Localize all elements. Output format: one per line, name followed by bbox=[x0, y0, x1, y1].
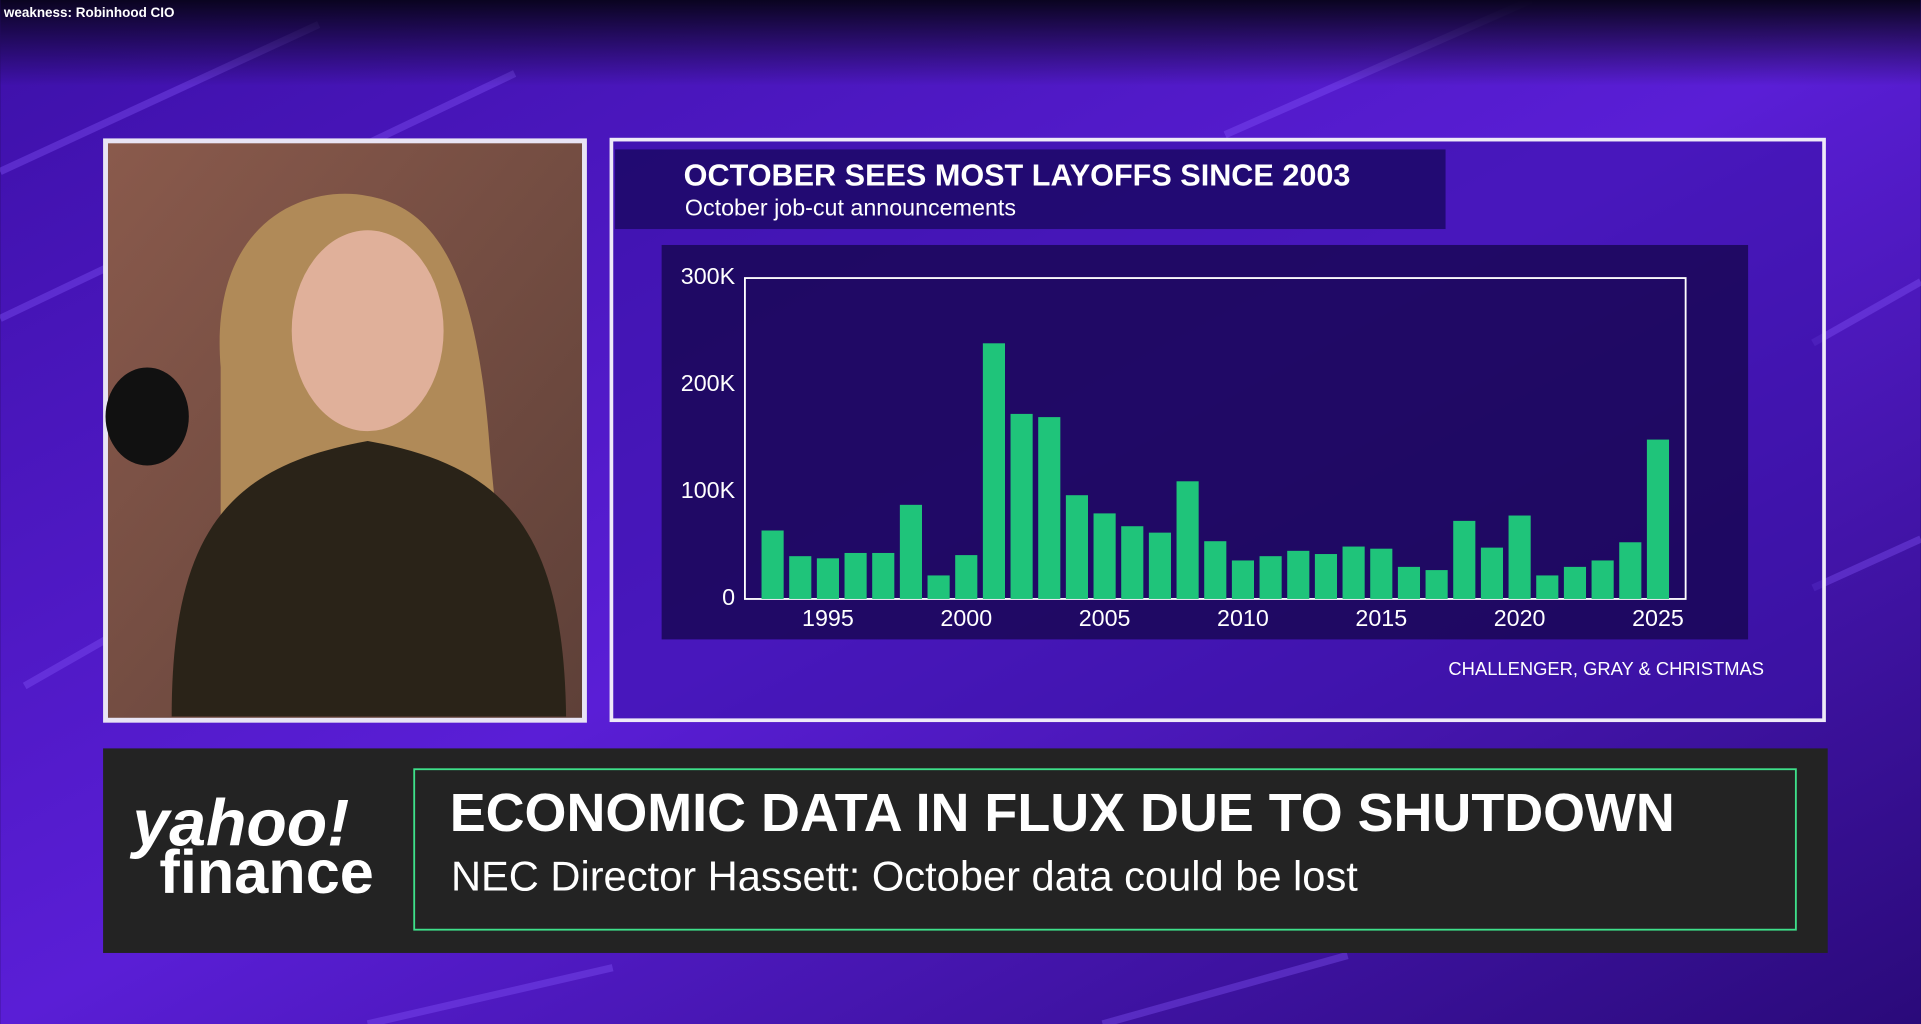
bar bbox=[1370, 548, 1393, 599]
bar bbox=[1480, 547, 1504, 599]
subheadline: NEC Director Hassett: October data could… bbox=[451, 852, 1358, 899]
bar bbox=[1176, 481, 1199, 599]
x-tick-label: 2020 bbox=[1494, 605, 1546, 631]
bar bbox=[1453, 520, 1476, 599]
title-box bbox=[615, 149, 1446, 230]
y-tick-label: 300K bbox=[681, 263, 736, 289]
bar bbox=[761, 530, 784, 599]
bar bbox=[982, 343, 1005, 599]
headline-box bbox=[413, 768, 1797, 931]
bar bbox=[844, 552, 867, 599]
chart-subtitle: October job-cut announcements bbox=[685, 195, 1016, 221]
x-tick-label: 2010 bbox=[1217, 605, 1269, 631]
bar bbox=[1536, 575, 1559, 599]
bar bbox=[1646, 439, 1670, 599]
headline: ECONOMIC DATA IN FLUX DUE TO SHUTDOWN bbox=[450, 783, 1675, 843]
chart-source: CHALLENGER, GRAY & CHRISTMAS bbox=[1448, 658, 1764, 679]
bar bbox=[1425, 570, 1448, 599]
bar bbox=[1314, 554, 1338, 599]
bar bbox=[1038, 417, 1061, 599]
bar bbox=[1287, 550, 1310, 599]
x-tick-label: 1995 bbox=[802, 605, 854, 631]
bar bbox=[816, 558, 839, 599]
logo-line: finance bbox=[159, 838, 373, 906]
bar bbox=[1065, 495, 1089, 599]
lower-third bbox=[103, 748, 1828, 953]
top-fade bbox=[0, 0, 1921, 86]
bar bbox=[955, 555, 978, 599]
logo-line: yahoo! bbox=[129, 786, 349, 860]
x-tick-label: 2000 bbox=[940, 605, 992, 631]
bar bbox=[1231, 560, 1255, 599]
bar bbox=[1121, 526, 1144, 599]
guest-figure bbox=[105, 193, 567, 717]
bar bbox=[899, 504, 922, 599]
y-tick-label: 200K bbox=[681, 370, 736, 396]
chart-title: OCTOBER SEES MOST LAYOFFS SINCE 2003 bbox=[684, 159, 1351, 193]
bar bbox=[1342, 546, 1365, 599]
bar bbox=[1397, 566, 1421, 599]
bar bbox=[1508, 515, 1531, 599]
bar bbox=[927, 575, 950, 599]
bar bbox=[1619, 542, 1642, 599]
bar bbox=[872, 552, 895, 599]
bar bbox=[1148, 532, 1172, 599]
x-tick-label: 2005 bbox=[1079, 605, 1131, 631]
y-tick-label: 100K bbox=[681, 477, 736, 503]
bar bbox=[789, 556, 812, 599]
bar bbox=[1010, 413, 1033, 599]
x-tick-label: 2025 bbox=[1632, 605, 1684, 631]
bar bbox=[1093, 513, 1116, 599]
x-tick-label: 2015 bbox=[1355, 605, 1407, 631]
y-tick-label: 0 bbox=[722, 584, 735, 610]
bar bbox=[1204, 541, 1227, 599]
bar bbox=[1591, 560, 1614, 599]
bar bbox=[1563, 566, 1587, 599]
bar bbox=[1259, 556, 1282, 599]
ticker-text: weakness: Robinhood CIO bbox=[3, 5, 175, 20]
